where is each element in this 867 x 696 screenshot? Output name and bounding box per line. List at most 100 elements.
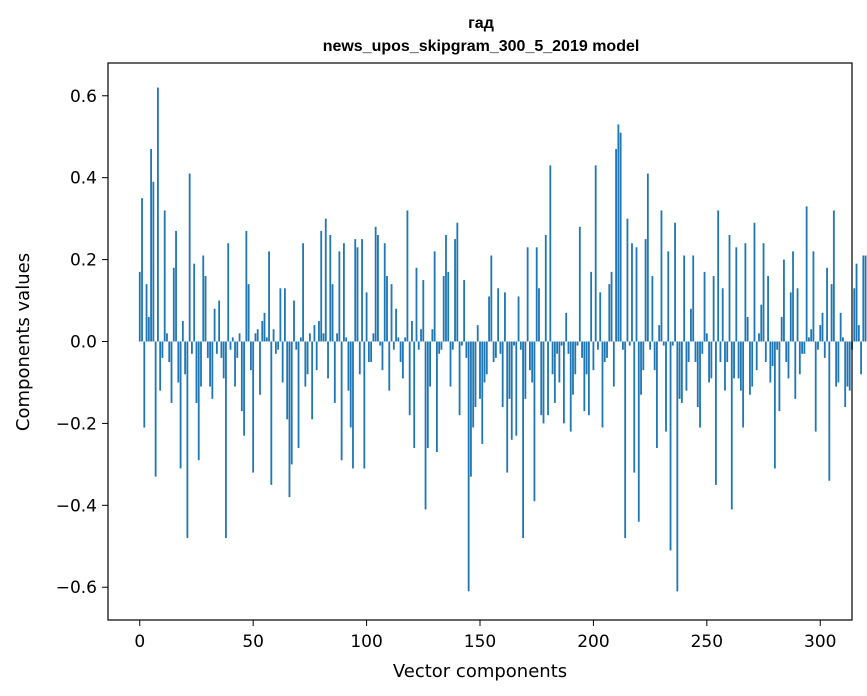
bar-37 — [222, 341, 225, 379]
bar-244 — [692, 255, 695, 342]
bar-273 — [758, 333, 760, 342]
bar-211 — [617, 124, 620, 342]
bar-149 — [476, 325, 479, 342]
bar-64 — [284, 288, 286, 342]
bar-313 — [848, 341, 851, 391]
bar-194 — [578, 226, 581, 342]
bar-114 — [397, 337, 400, 342]
bar-42 — [234, 341, 236, 387]
bar-310 — [842, 337, 844, 342]
bar-2 — [143, 341, 146, 428]
bar-212 — [619, 132, 622, 342]
bar-190 — [569, 341, 572, 432]
bar-279 — [771, 341, 774, 367]
bar-69 — [295, 341, 298, 350]
bar-255 — [717, 210, 720, 342]
bar-215 — [626, 218, 629, 342]
bar-173 — [531, 341, 534, 383]
bar-189 — [567, 341, 570, 354]
bar-15 — [172, 267, 175, 342]
bar-145 — [467, 341, 470, 592]
bar-216 — [628, 341, 631, 346]
bar-121 — [413, 341, 416, 448]
bar-53 — [259, 341, 261, 395]
bar-60 — [274, 341, 277, 354]
bar-223 — [644, 239, 647, 342]
bar-61 — [277, 341, 280, 350]
bar-43 — [236, 341, 239, 358]
bar-192 — [574, 341, 577, 375]
bar-157 — [494, 341, 497, 358]
bars-group — [138, 87, 867, 592]
bar-306 — [832, 210, 835, 342]
bar-176 — [538, 288, 540, 342]
bar-236 — [674, 222, 676, 342]
bar-18 — [179, 341, 182, 469]
bar-191 — [572, 341, 574, 395]
bar-36 — [220, 341, 223, 358]
bar-295 — [808, 337, 810, 342]
bar-90 — [343, 243, 345, 342]
bar-25 — [195, 341, 198, 403]
bar-277 — [767, 275, 769, 342]
bar-241 — [685, 341, 688, 391]
bar-71 — [299, 337, 302, 342]
bar-232 — [665, 341, 667, 432]
bar-47 — [245, 230, 248, 342]
bar-91 — [345, 337, 348, 342]
bar-154 — [488, 296, 490, 342]
bar-265 — [739, 341, 742, 391]
bar-201 — [594, 165, 597, 342]
bar-210 — [615, 149, 617, 342]
bar-297 — [812, 251, 815, 342]
bar-54 — [261, 321, 264, 342]
bar-123 — [417, 341, 420, 350]
bar-147 — [472, 341, 475, 428]
bar-170 — [524, 341, 527, 399]
bar-81 — [322, 333, 325, 342]
bar-115 — [399, 341, 402, 362]
bar-108 — [383, 243, 386, 342]
bar-197 — [585, 341, 588, 375]
bar-204 — [601, 341, 604, 428]
bar-87 — [336, 333, 338, 342]
bar-39 — [227, 243, 230, 342]
bar-95 — [354, 239, 357, 342]
bar-156 — [492, 341, 495, 362]
bar-254 — [715, 341, 717, 485]
bar-186 — [560, 341, 563, 346]
bar-38 — [225, 341, 227, 539]
bar-240 — [683, 255, 686, 342]
bar-101 — [367, 341, 370, 362]
bar-146 — [470, 341, 472, 477]
bar-208 — [610, 271, 613, 342]
bar-258 — [724, 341, 726, 391]
bar-174 — [533, 341, 536, 502]
bar-165 — [513, 341, 515, 346]
bar-260 — [728, 235, 731, 342]
bar-65 — [286, 341, 289, 420]
bar-63 — [281, 341, 284, 383]
bar-116 — [401, 341, 404, 379]
bar-133 — [440, 341, 443, 350]
bar-112 — [392, 341, 395, 350]
bar-127 — [426, 341, 429, 448]
bar-113 — [395, 308, 397, 342]
bar-311 — [844, 341, 847, 408]
bar-142 — [460, 341, 463, 346]
bar-272 — [755, 341, 758, 371]
bar-280 — [773, 341, 776, 469]
bar-248 — [701, 341, 704, 354]
bar-5 — [150, 149, 152, 342]
bar-276 — [764, 341, 767, 362]
bar-188 — [565, 312, 568, 342]
bar-139 — [454, 239, 456, 342]
bar-103 — [372, 333, 375, 342]
bar-57 — [268, 251, 270, 342]
bar-29 — [204, 275, 207, 342]
x-tick-label-1: 50 — [242, 632, 264, 652]
y-tick-label-3: 0.0 — [70, 333, 97, 353]
bar-9 — [159, 341, 162, 391]
bar-77 — [313, 325, 316, 342]
bar-7 — [154, 341, 157, 477]
